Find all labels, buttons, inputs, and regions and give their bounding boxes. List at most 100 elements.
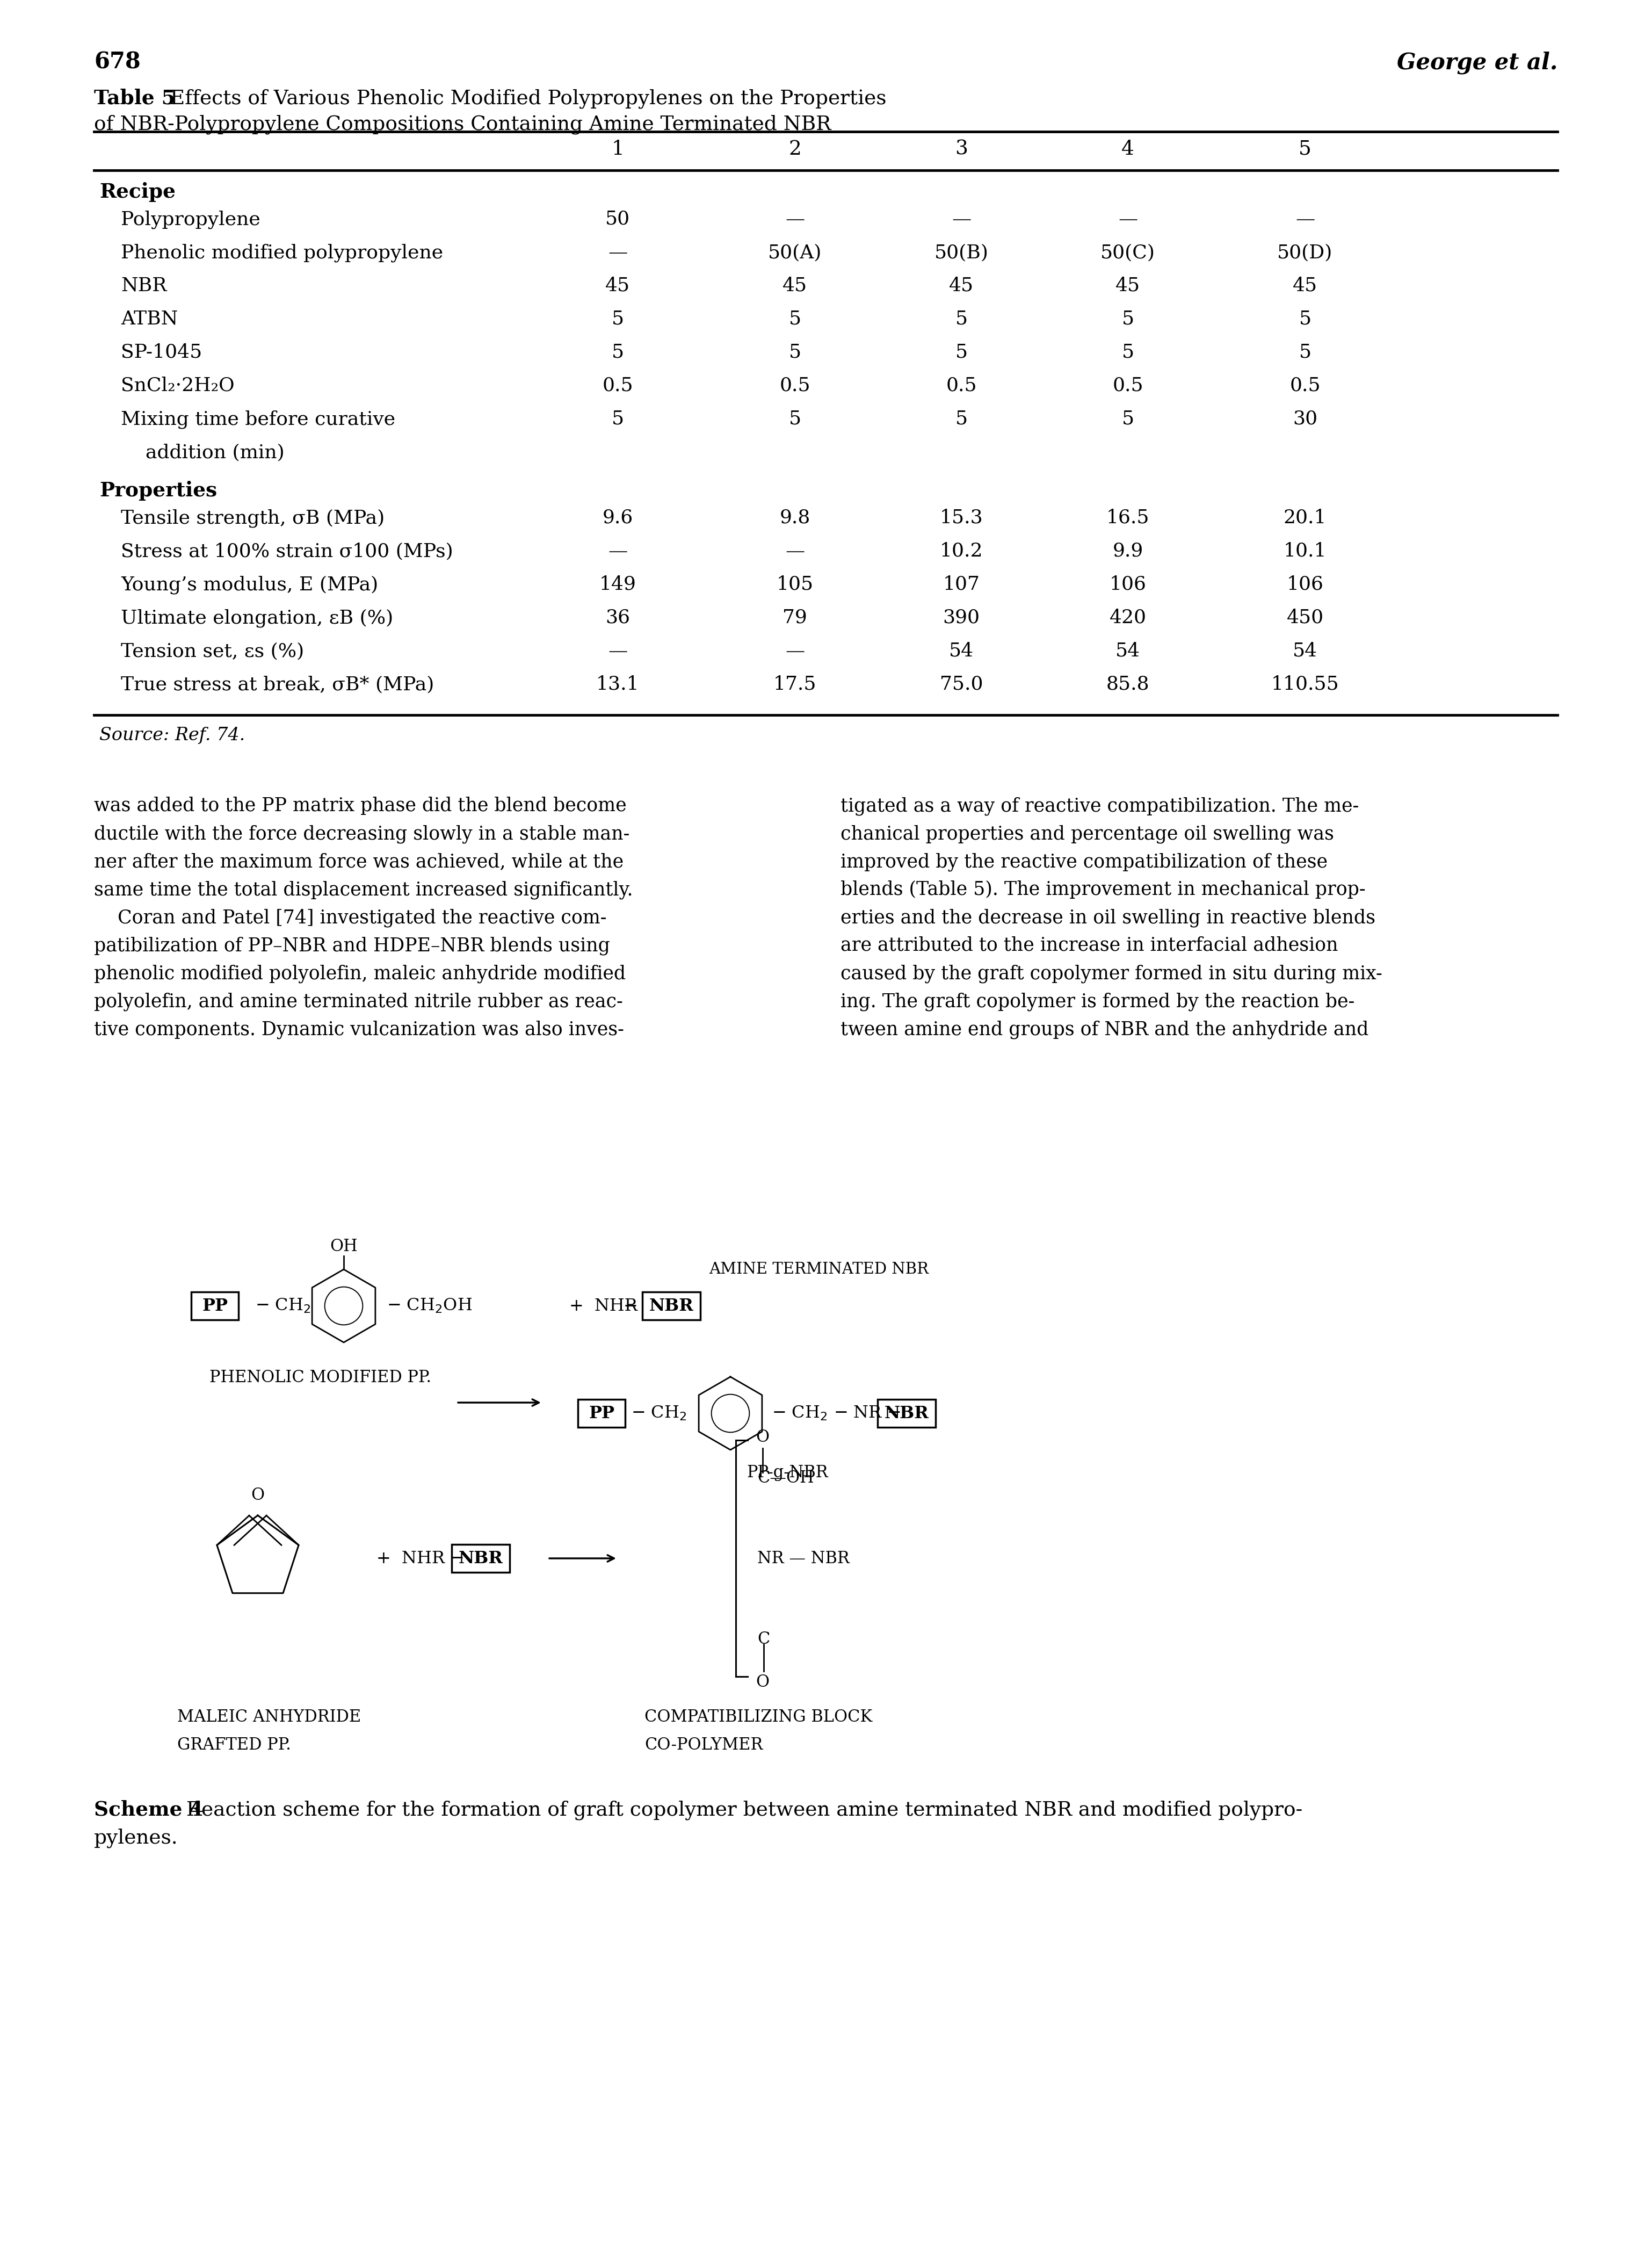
Text: 5: 5	[955, 409, 968, 427]
Text: 450: 450	[1287, 608, 1323, 626]
Text: PP: PP	[202, 1298, 228, 1314]
Text: $-$ CH$_2$ $-$ NR $-$: $-$ CH$_2$ $-$ NR $-$	[771, 1404, 900, 1422]
Text: Effects of Various Phenolic Modified Polypropylenes on the Properties: Effects of Various Phenolic Modified Pol…	[157, 88, 887, 109]
Text: COMPATIBILIZING BLOCK: COMPATIBILIZING BLOCK	[644, 1709, 872, 1725]
Text: 390: 390	[943, 608, 980, 626]
Text: addition (min): addition (min)	[121, 443, 284, 461]
Text: —: —	[608, 244, 628, 262]
Text: 3: 3	[955, 140, 968, 158]
Text: O: O	[757, 1429, 770, 1445]
Text: erties and the decrease in oil swelling in reactive blends: erties and the decrease in oil swelling …	[841, 909, 1376, 927]
Text: OH: OH	[330, 1239, 357, 1255]
Text: 0.5: 0.5	[1290, 378, 1320, 396]
Text: PP-g-NBR: PP-g-NBR	[747, 1465, 828, 1481]
Text: O: O	[251, 1488, 264, 1504]
Text: —: —	[1295, 210, 1315, 228]
Text: True stress at break, σB* (MPa): True stress at break, σB* (MPa)	[121, 676, 434, 694]
Text: tween amine end groups of NBR and the anhydride and: tween amine end groups of NBR and the an…	[841, 1020, 1368, 1038]
Text: Polypropylene: Polypropylene	[121, 210, 261, 228]
Text: —: —	[1118, 210, 1138, 228]
Text: —: —	[952, 210, 971, 228]
Text: 45: 45	[948, 276, 973, 294]
Text: pylenes.: pylenes.	[94, 1829, 178, 1847]
Text: 5: 5	[611, 344, 624, 362]
Text: chanical properties and percentage oil swelling was: chanical properties and percentage oil s…	[841, 825, 1335, 843]
Text: 5: 5	[955, 344, 968, 362]
Text: polyolefin, and amine terminated nitrile rubber as reac-: polyolefin, and amine terminated nitrile…	[94, 993, 623, 1011]
Text: ATBN: ATBN	[121, 310, 178, 328]
Text: 5: 5	[611, 310, 624, 328]
Bar	[877, 1400, 935, 1427]
Text: was added to the PP matrix phase did the blend become: was added to the PP matrix phase did the…	[94, 796, 626, 814]
Text: +  NHR: + NHR	[570, 1298, 638, 1314]
Text: improved by the reactive compatibilization of these: improved by the reactive compatibilizati…	[841, 852, 1328, 870]
Text: 36: 36	[605, 608, 629, 626]
Text: of NBR-Polypropylene Compositions Containing Amine Terminated NBR: of NBR-Polypropylene Compositions Contai…	[94, 115, 831, 133]
Text: C: C	[757, 1630, 770, 1648]
Text: Table 5: Table 5	[94, 88, 175, 109]
Text: 5: 5	[611, 409, 624, 427]
Text: O: O	[757, 1673, 770, 1691]
Text: 10.2: 10.2	[940, 543, 983, 561]
Text: +  NHR $-$: + NHR $-$	[377, 1551, 463, 1567]
Text: 5: 5	[788, 409, 801, 427]
Text: 10.1: 10.1	[1284, 543, 1327, 561]
Text: $-$: $-$	[623, 1298, 636, 1314]
Text: patibilization of PP–NBR and HDPE–NBR blends using: patibilization of PP–NBR and HDPE–NBR bl…	[94, 936, 610, 954]
Text: are attributed to the increase in interfacial adhesion: are attributed to the increase in interf…	[841, 936, 1338, 954]
Bar	[451, 1544, 510, 1571]
Text: Reaction scheme for the formation of graft copolymer between amine terminated NB: Reaction scheme for the formation of gra…	[173, 1800, 1302, 1820]
Text: same time the total displacement increased significantly.: same time the total displacement increas…	[94, 880, 633, 900]
Text: 420: 420	[1108, 608, 1146, 626]
Text: 106: 106	[1110, 574, 1146, 595]
Text: 85.8: 85.8	[1107, 676, 1150, 694]
Text: $-$ CH$_2$OH: $-$ CH$_2$OH	[387, 1298, 472, 1314]
Text: Scheme 4: Scheme 4	[94, 1800, 203, 1820]
Text: $-$ CH$_2$: $-$ CH$_2$	[631, 1404, 687, 1422]
Text: 45: 45	[1292, 276, 1317, 294]
Text: 9.8: 9.8	[780, 509, 809, 527]
Text: —: —	[608, 642, 628, 660]
Text: 16.5: 16.5	[1107, 509, 1150, 527]
Text: blends (Table 5). The improvement in mechanical prop-: blends (Table 5). The improvement in mec…	[841, 880, 1366, 900]
Text: 17.5: 17.5	[773, 676, 816, 694]
Text: Young’s modulus, E (MPa): Young’s modulus, E (MPa)	[121, 574, 378, 595]
Text: —: —	[785, 210, 805, 228]
Text: C—OH: C—OH	[757, 1470, 814, 1485]
Text: $-$ CH$_2$: $-$ CH$_2$	[254, 1298, 311, 1314]
Text: 5: 5	[788, 310, 801, 328]
Text: 75.0: 75.0	[940, 676, 983, 694]
Text: NBR: NBR	[649, 1298, 694, 1314]
Text: 79: 79	[783, 608, 808, 626]
Text: 105: 105	[776, 574, 813, 595]
Text: 0.5: 0.5	[601, 378, 633, 396]
Text: 50(B): 50(B)	[935, 244, 988, 262]
Text: Ultimate elongation, εB (%): Ultimate elongation, εB (%)	[121, 608, 393, 626]
Text: 678: 678	[94, 52, 140, 75]
Text: ner after the maximum force was achieved, while at the: ner after the maximum force was achieved…	[94, 852, 623, 870]
Text: 45: 45	[1115, 276, 1140, 294]
Text: 5: 5	[1122, 310, 1133, 328]
Text: 45: 45	[605, 276, 629, 294]
Text: NBR: NBR	[458, 1551, 502, 1567]
Text: 15.3: 15.3	[940, 509, 983, 527]
Text: ductile with the force decreasing slowly in a stable man-: ductile with the force decreasing slowly…	[94, 825, 629, 843]
Text: 107: 107	[943, 574, 980, 595]
Text: —: —	[608, 543, 628, 561]
Text: 4: 4	[1122, 140, 1135, 158]
Text: 54: 54	[948, 642, 973, 660]
Text: 5: 5	[1122, 409, 1133, 427]
Text: 2: 2	[788, 140, 801, 158]
Text: George et al.: George et al.	[1396, 52, 1558, 75]
Text: phenolic modified polyolefin, maleic anhydride modified: phenolic modified polyolefin, maleic anh…	[94, 963, 626, 984]
Text: AMINE TERMINATED NBR: AMINE TERMINATED NBR	[709, 1262, 928, 1277]
Text: 5: 5	[1298, 140, 1312, 158]
Text: 1: 1	[611, 140, 624, 158]
Text: 110.55: 110.55	[1270, 676, 1340, 694]
Text: —: —	[785, 543, 805, 561]
Text: 9.9: 9.9	[1112, 543, 1143, 561]
Text: SP-1045: SP-1045	[121, 344, 202, 362]
Text: 20.1: 20.1	[1284, 509, 1327, 527]
Text: 5: 5	[1298, 310, 1312, 328]
Text: tigated as a way of reactive compatibilization. The me-: tigated as a way of reactive compatibili…	[841, 796, 1360, 816]
